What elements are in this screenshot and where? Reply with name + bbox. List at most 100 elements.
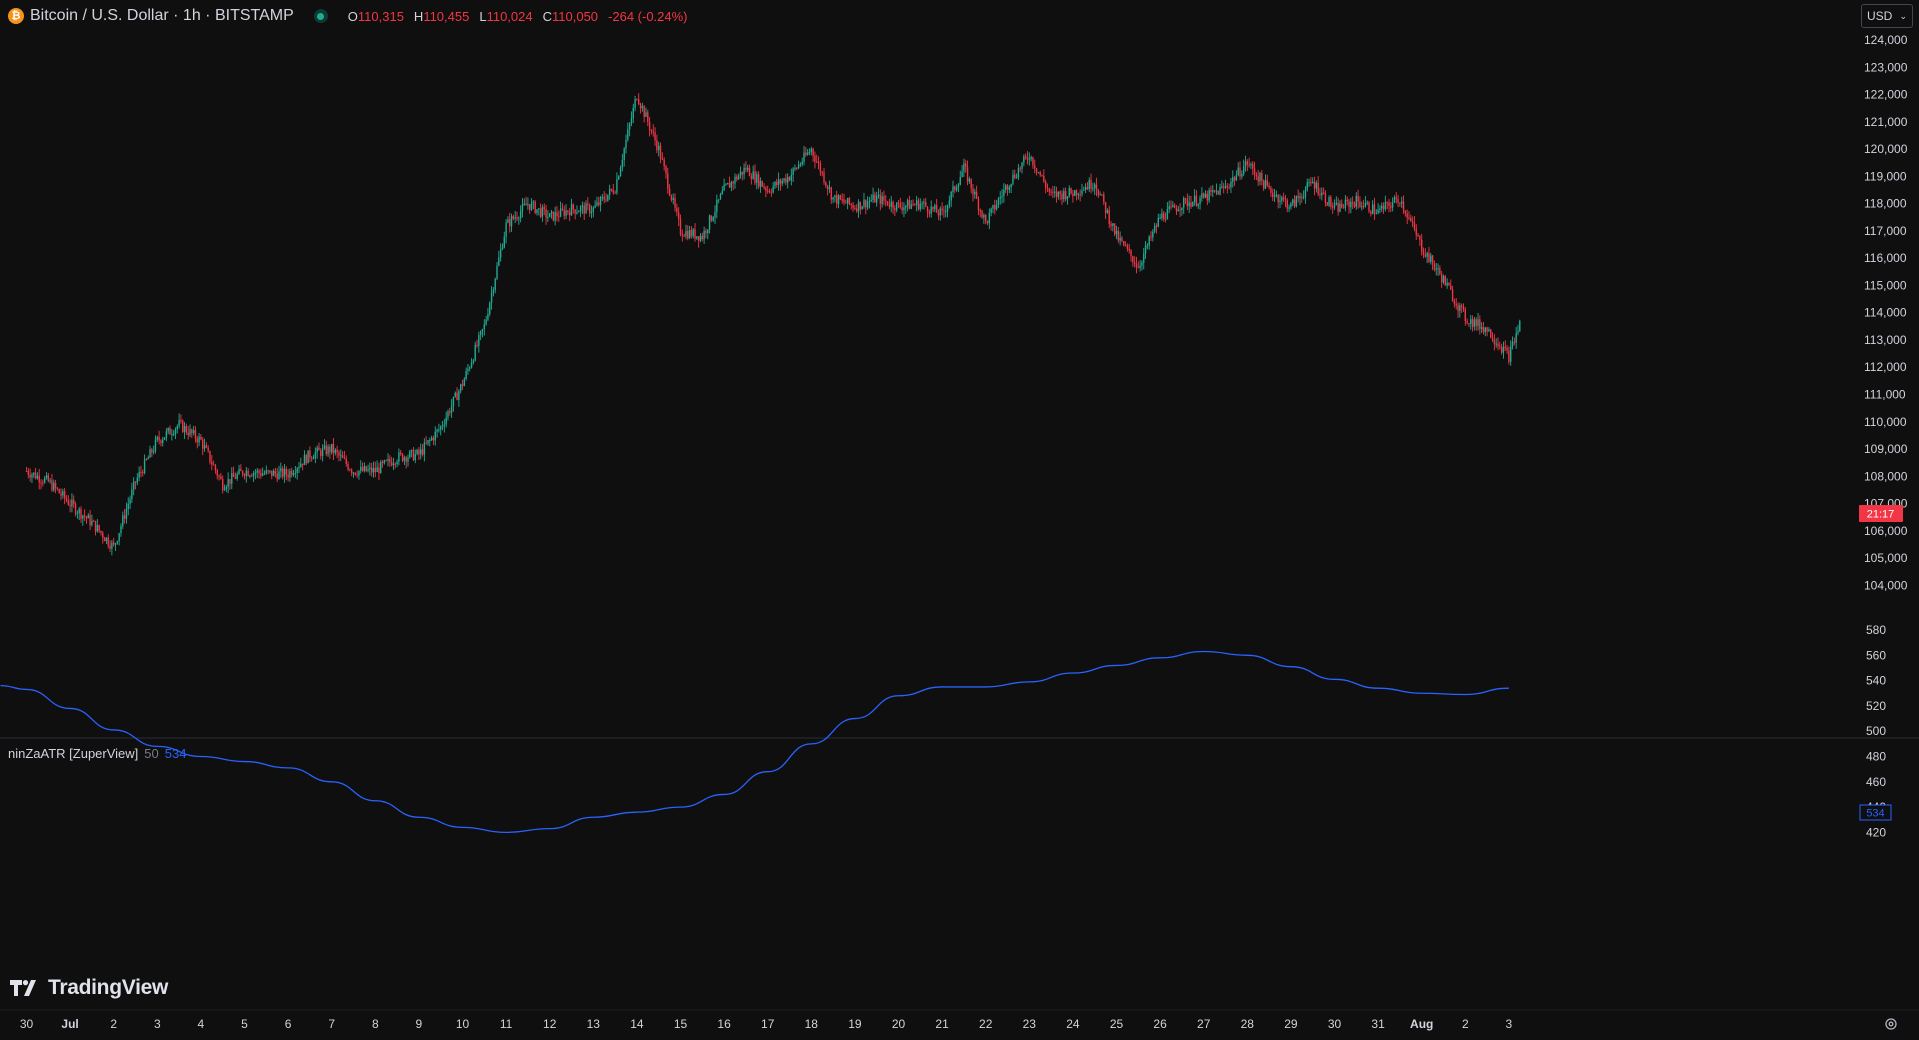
candle-body	[712, 217, 714, 221]
candle-body	[1212, 190, 1214, 193]
chart-settings-button[interactable]	[1880, 1013, 1902, 1035]
candle-body	[1290, 203, 1292, 208]
candle-body	[445, 417, 447, 425]
candle-body	[85, 516, 88, 519]
candle-body	[539, 208, 542, 217]
candle-body	[227, 479, 229, 487]
candle-body	[178, 420, 180, 426]
candle-body	[628, 123, 631, 130]
candle-body	[952, 186, 954, 192]
candle-body	[418, 449, 420, 455]
candle-body	[741, 171, 743, 175]
candle-body	[917, 200, 920, 210]
candle-body	[1386, 202, 1388, 204]
candle-body	[292, 473, 295, 476]
candle-body	[799, 164, 802, 166]
candle-body	[1493, 340, 1496, 344]
candle-body	[588, 205, 591, 214]
candle-body	[701, 235, 703, 240]
candle-body	[1055, 191, 1058, 197]
candle-body	[727, 183, 729, 185]
tradingview-logo[interactable]: TradingView	[10, 976, 168, 1000]
candle-body	[1037, 172, 1040, 174]
candle-body	[1135, 263, 1138, 268]
candle-body	[810, 148, 812, 153]
close-label: C	[542, 8, 552, 24]
candle-body	[648, 122, 651, 130]
candle-body	[403, 457, 406, 461]
candle-body	[857, 201, 860, 212]
candle-body	[899, 203, 902, 208]
candle-body	[34, 472, 37, 479]
candle-body	[963, 163, 965, 172]
candle-body	[634, 99, 636, 108]
candle-body	[734, 176, 736, 184]
candle-body	[407, 457, 409, 462]
candle-body	[961, 171, 963, 178]
candle-body	[503, 236, 505, 248]
tradingview-logo-icon	[10, 980, 36, 996]
candle-body	[1188, 202, 1190, 207]
candle-body	[788, 177, 791, 181]
candle-body	[261, 473, 264, 476]
candle-body	[1411, 221, 1414, 223]
candle-body	[271, 470, 273, 477]
time-axis-label: 22	[979, 1017, 993, 1031]
bitcoin-icon: ₿	[8, 8, 24, 24]
candle-body	[1381, 205, 1383, 209]
candle-body	[1350, 201, 1352, 208]
price-tick-label: 111,000	[1864, 388, 1906, 402]
candle-body	[258, 470, 260, 474]
candle-body	[83, 515, 86, 517]
candle-body	[107, 537, 109, 546]
candle-body	[806, 152, 809, 155]
candle-body	[895, 202, 898, 211]
candle-body	[550, 211, 553, 214]
candle-body	[238, 469, 240, 474]
candle-body	[265, 470, 267, 474]
indicator-legend[interactable]: ninZaATR [ZuperView] 50 534	[8, 746, 186, 761]
candle-body	[490, 292, 493, 303]
candle-body	[1224, 186, 1227, 188]
candle-body	[1148, 236, 1150, 246]
candle-body	[774, 181, 776, 187]
candle-body	[556, 212, 558, 217]
candle-body	[1101, 194, 1103, 196]
candlestick-series	[25, 93, 1521, 556]
candle-body	[323, 445, 326, 449]
candle-body	[516, 217, 518, 219]
candle-body	[659, 145, 662, 159]
candle-body	[263, 473, 266, 475]
symbol-title[interactable]: Bitcoin / U.S. Dollar · 1h · BITSTAMP	[30, 7, 294, 24]
candle-body	[1017, 168, 1020, 178]
candle-body	[994, 205, 996, 210]
candle-body	[1208, 190, 1210, 201]
candle-body	[209, 450, 211, 462]
candle-body	[1355, 195, 1357, 207]
candle-body	[327, 446, 329, 455]
candle-body	[848, 197, 851, 204]
candle-body	[1044, 181, 1047, 188]
candle-body	[1513, 341, 1516, 343]
candle-body	[1014, 174, 1016, 178]
candle-body	[636, 99, 638, 101]
candle-body	[805, 152, 807, 155]
candle-body	[102, 533, 104, 539]
candle-body	[111, 542, 113, 549]
candle-body	[1061, 193, 1063, 200]
currency-selector[interactable]: USD ⌄	[1861, 4, 1913, 28]
candle-body	[1266, 180, 1268, 186]
candle-body	[1094, 184, 1096, 189]
candle-body	[1168, 206, 1170, 209]
candle-body	[156, 437, 158, 440]
candle-body	[347, 463, 349, 470]
market-status-icon[interactable]	[313, 9, 328, 23]
candle-body	[390, 462, 393, 466]
candle-body	[129, 499, 131, 505]
candle-body	[574, 209, 576, 214]
candle-body	[169, 428, 171, 435]
candle-body	[941, 208, 943, 211]
candle-body	[449, 411, 451, 413]
candle-body	[1284, 198, 1287, 201]
